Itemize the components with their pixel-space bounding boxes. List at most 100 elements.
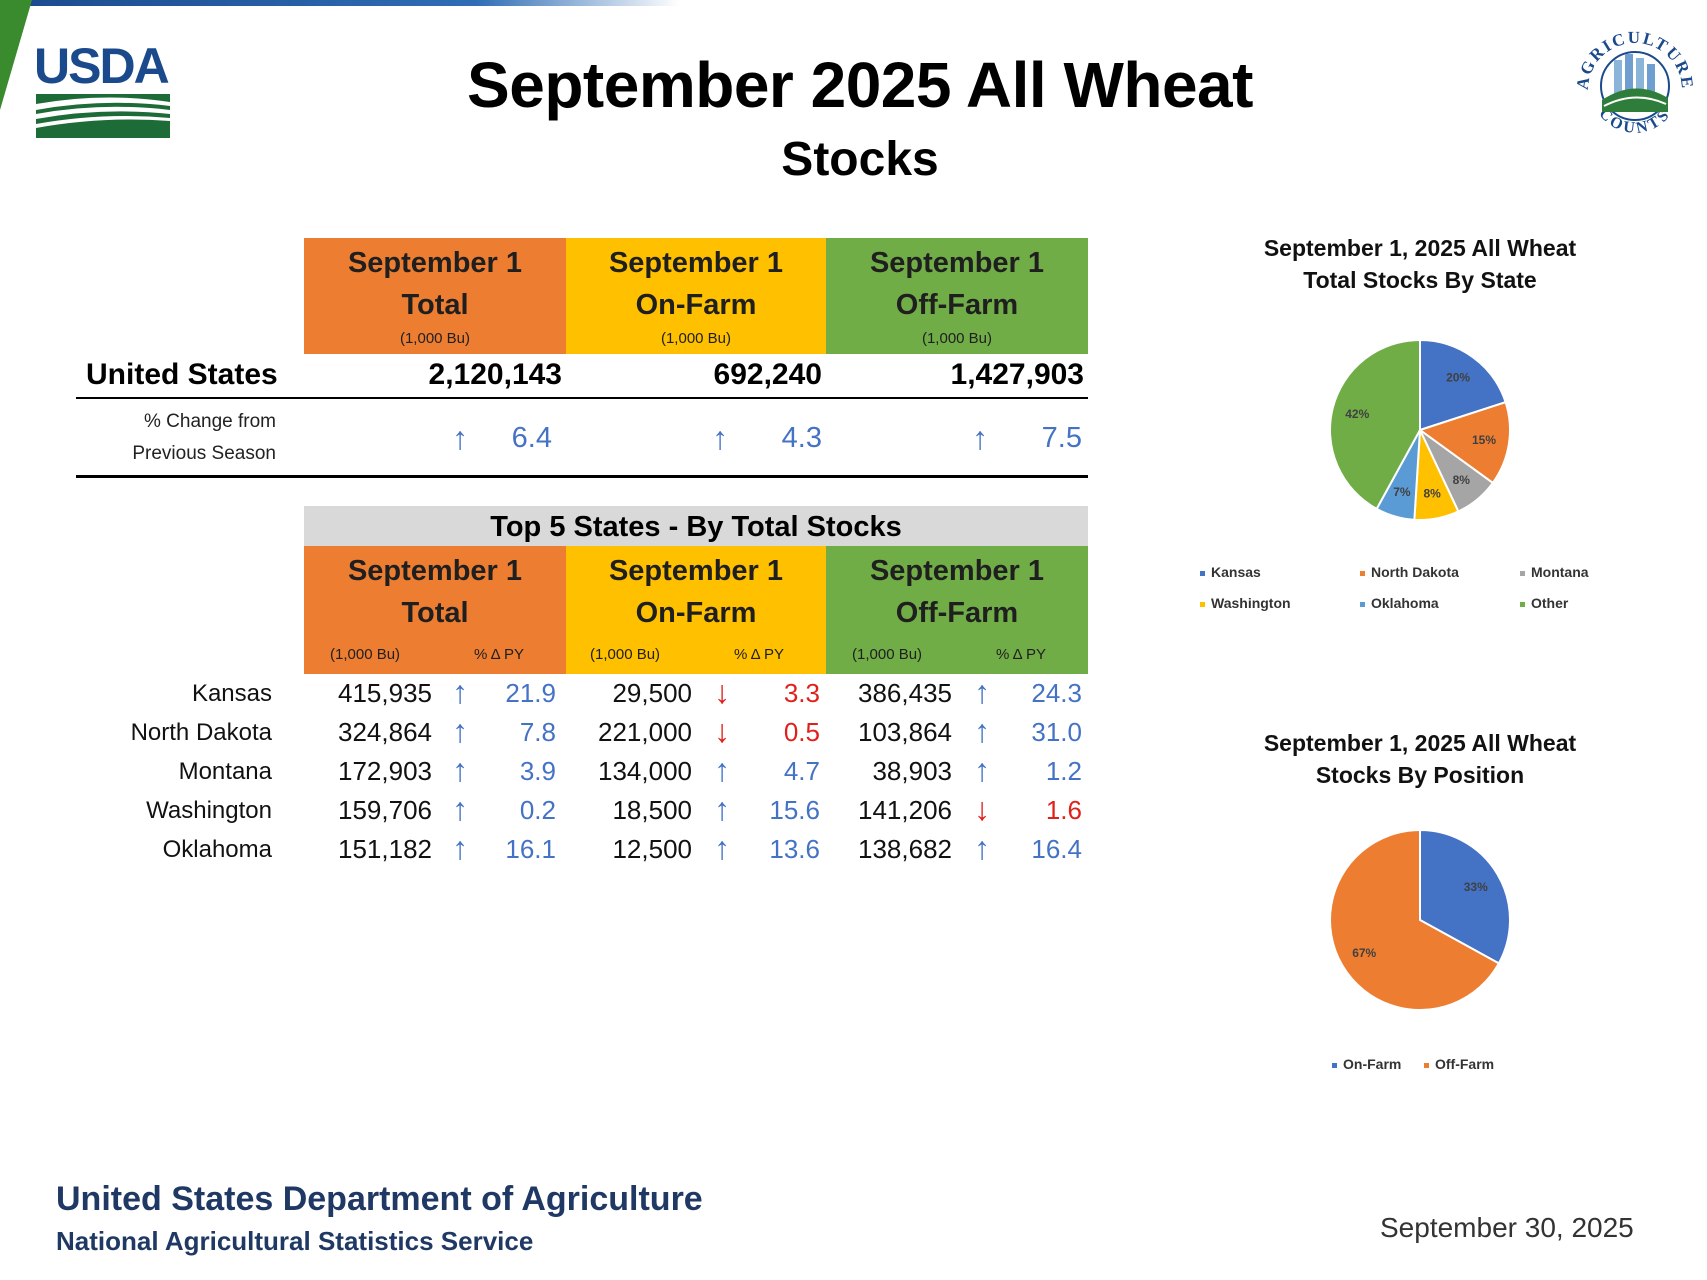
up-arrow-icon: ↑ [974, 713, 990, 749]
change-offfarm-value: 7.5 [1041, 422, 1082, 454]
pct-change-value: 3.9 [519, 756, 556, 786]
state-name: Montana [178, 758, 272, 785]
pct-change-value: 3.3 [783, 678, 820, 708]
stock-value: 324,864 [338, 717, 432, 747]
legend-swatch [1200, 601, 1205, 607]
stock-value: 151,182 [338, 834, 432, 864]
pct-change-value: 1.6 [1045, 795, 1082, 825]
legend-swatch [1332, 1062, 1337, 1068]
pie-slice-on-farm [1419, 828, 1511, 965]
top5-header-onfarm: September 1 On-Farm (1,000 Bu) % Δ PY [566, 546, 826, 674]
change-offfarm-up-arrow-icon: ↑ [972, 420, 988, 456]
usda-logo: USDA [34, 38, 174, 138]
pct-change-value: 31.0 [1031, 717, 1082, 747]
summary-header-offfarm: September 1 Off-Farm (1,000 Bu) [826, 238, 1088, 354]
pie-data-label: 42% [1345, 407, 1369, 421]
change-onfarm-up-arrow-icon: ↑ [712, 420, 728, 456]
summary-header-total: September 1 Total (1,000 Bu) [304, 238, 566, 354]
state-name: Washington [146, 797, 272, 824]
legend-swatch [1424, 1062, 1429, 1068]
state-name: Kansas [191, 680, 272, 707]
change-label: % Change from Previous Season [132, 411, 276, 464]
stock-value: 159,706 [338, 795, 432, 825]
pie-data-label: 7% [1393, 485, 1411, 499]
pie-data-label: 33% [1464, 880, 1488, 894]
legend-label: Other [1531, 595, 1569, 611]
legend-label: Off-Farm [1435, 1056, 1495, 1072]
footer-department: United States Department of Agriculture [56, 1180, 703, 1218]
legend-swatch [1360, 570, 1365, 576]
summary-header-onfarm: September 1 On-Farm (1,000 Bu) [566, 238, 826, 354]
usda-fields-icon [36, 94, 170, 138]
divider [76, 475, 1088, 478]
us-total-value: 2,120,143 [428, 358, 562, 391]
legend-entry: Other [1520, 595, 1568, 611]
up-arrow-icon: ↑ [452, 830, 468, 866]
header-stripe [0, 0, 1707, 110]
stock-value: 38,903 [872, 756, 952, 786]
stock-value: 103,864 [858, 717, 952, 747]
state-pie-title: September 1, 2025 All Wheat Total Stocks… [1263, 235, 1577, 293]
down-arrow-icon: ↓ [714, 713, 730, 749]
change-total-value: 6.4 [511, 422, 552, 454]
state-name: Oklahoma [162, 836, 272, 863]
pct-change-value: 0.5 [783, 717, 820, 747]
pie-data-label: 8% [1423, 487, 1441, 501]
down-arrow-icon: ↓ [974, 791, 990, 827]
up-arrow-icon: ↑ [974, 752, 990, 788]
up-arrow-icon: ↑ [714, 791, 730, 827]
up-arrow-icon: ↑ [452, 791, 468, 827]
divider [76, 397, 1088, 399]
up-arrow-icon: ↑ [714, 752, 730, 788]
pie-data-label: 67% [1352, 946, 1376, 960]
state-name: North Dakota [130, 719, 272, 746]
legend-entry: North Dakota [1360, 564, 1459, 580]
legend-entry: Washington [1200, 595, 1291, 611]
pct-change-value: 15.6 [769, 795, 820, 825]
stock-value: 29,500 [612, 678, 692, 708]
stock-value: 12,500 [612, 834, 692, 864]
pie-slice-off-farm [1329, 828, 1501, 1011]
state-pie-chart: 20% 15% 8% 8% 7% 42% [1329, 338, 1511, 521]
us-offfarm-value: 1,427,903 [950, 358, 1084, 391]
position-pie-title: September 1, 2025 All Wheat Stocks By Po… [1263, 730, 1577, 788]
pct-change-value: 21.9 [505, 678, 556, 708]
legend-entry: Off-Farm [1424, 1056, 1494, 1072]
pct-change-value: 0.2 [519, 795, 556, 825]
top5-header-offfarm: September 1 Off-Farm (1,000 Bu) % Δ PY [826, 546, 1088, 674]
down-arrow-icon: ↓ [714, 674, 730, 710]
up-arrow-icon: ↑ [974, 674, 990, 710]
position-pie-chart: 33% 67% [1329, 828, 1511, 1011]
top5-title: Top 5 States - By Total Stocks [304, 506, 1088, 546]
page-title: September 2025 All Wheat [467, 49, 1253, 121]
legend-entry: Kansas [1200, 564, 1261, 580]
pct-change-value: 7.8 [519, 717, 556, 747]
page-subtitle: Stocks [781, 133, 939, 186]
pct-change-value: 1.2 [1045, 756, 1082, 786]
usda-logo-text: USDA [34, 38, 170, 94]
pct-change-value: 4.7 [783, 756, 820, 786]
agriculture-counts-seal: AGRICULTURE COUNTS [1573, 28, 1696, 137]
stock-value: 18,500 [612, 795, 692, 825]
pie-slice-other [1329, 338, 1421, 511]
legend-swatch [1360, 601, 1365, 607]
pie-slice-kansas [1419, 338, 1507, 432]
pct-change-value: 16.1 [505, 834, 556, 864]
legend-entry: Montana [1520, 564, 1589, 580]
stock-value: 141,206 [858, 795, 952, 825]
release-date: September 30, 2025 [1380, 1212, 1634, 1243]
pie-slice-north-dakota [1417, 400, 1511, 485]
legend-entry: Oklahoma [1360, 595, 1439, 611]
up-arrow-icon: ↑ [452, 674, 468, 710]
footer-agency: National Agricultural Statistics Service [56, 1226, 534, 1256]
change-onfarm-value: 4.3 [781, 422, 822, 454]
pie-data-label: 15% [1472, 433, 1496, 447]
up-arrow-icon: ↑ [714, 830, 730, 866]
us-label: United States [86, 358, 278, 391]
stock-value: 221,000 [598, 717, 692, 747]
pct-change-value: 13.6 [769, 834, 820, 864]
top5-header-total: September 1 Total (1,000 Bu) % Δ PY [304, 546, 566, 674]
legend-swatch [1520, 570, 1525, 576]
stock-value: 138,682 [858, 834, 952, 864]
pct-change-value: 16.4 [1031, 834, 1082, 864]
